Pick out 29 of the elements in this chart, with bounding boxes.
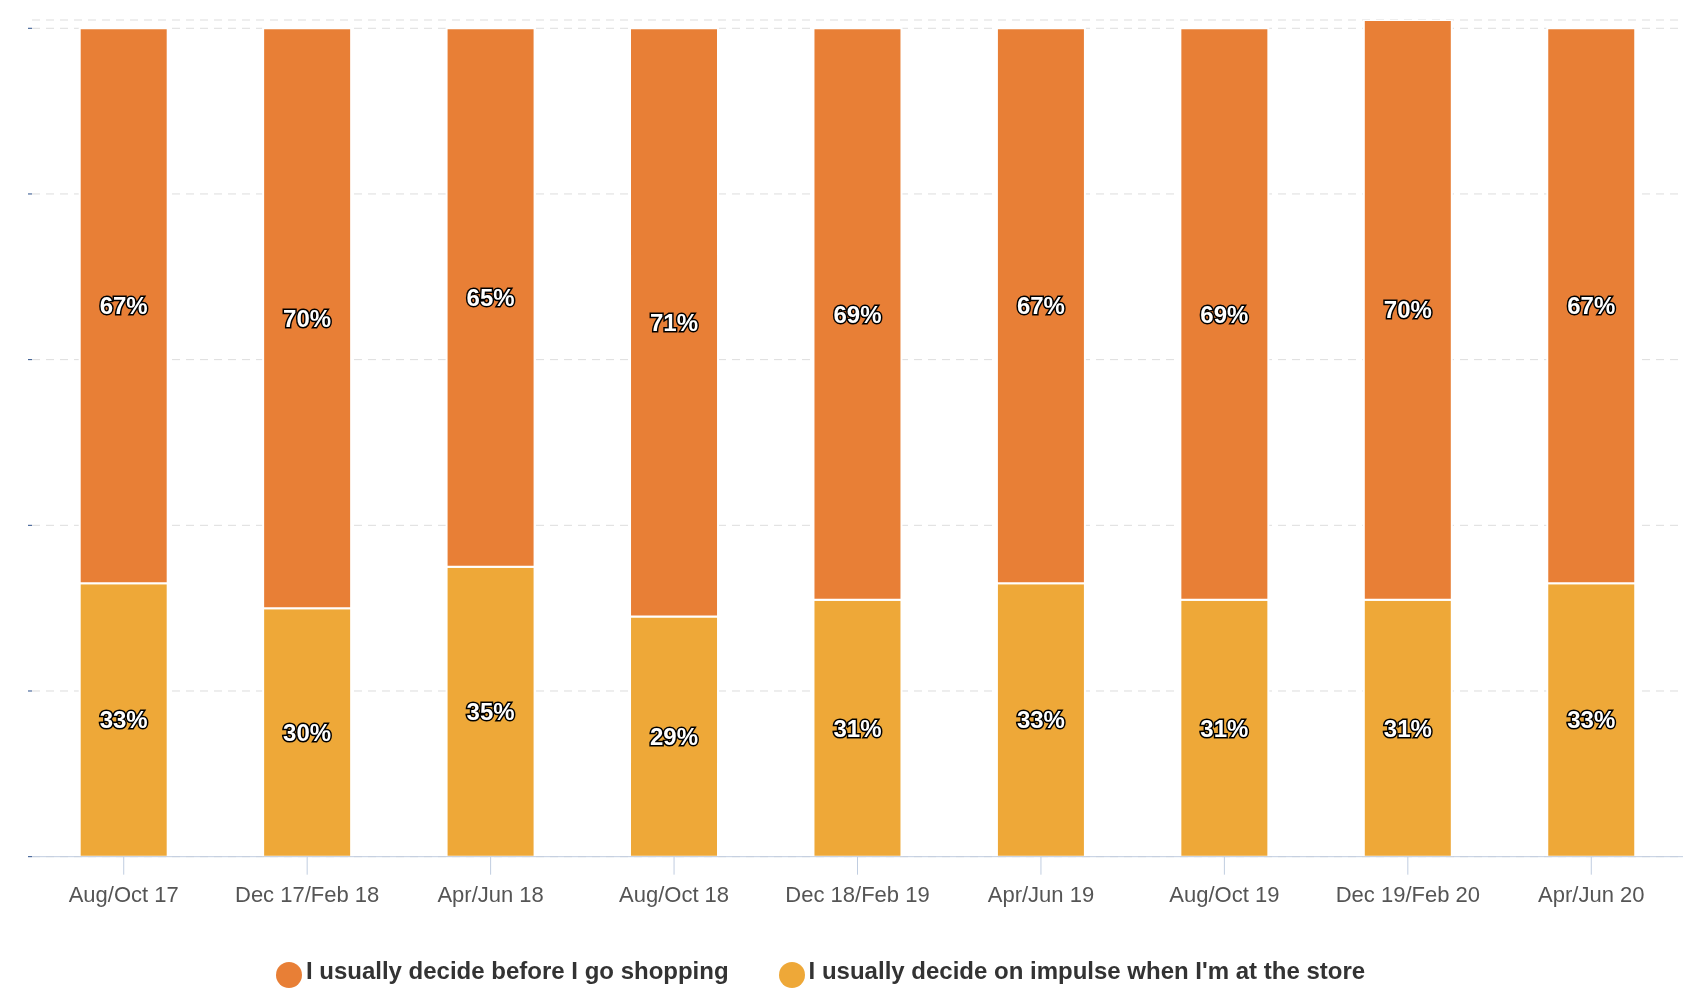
- data-label: 70%: [283, 304, 332, 332]
- legend-label: I usually decide before I go shopping: [305, 956, 729, 984]
- x-tick-label: Apr/Jun 19: [987, 882, 1095, 908]
- data-label: 70%: [1383, 296, 1432, 324]
- x-tick-label: Dec 18/Feb 19: [785, 882, 930, 908]
- x-tick-label: Aug/Oct 17: [68, 882, 179, 908]
- data-label: 65%: [466, 284, 515, 312]
- data-label: 33%: [1567, 706, 1616, 734]
- data-label: 33%: [1016, 706, 1065, 734]
- data-label: 31%: [1200, 714, 1249, 742]
- data-label: 67%: [1016, 292, 1065, 320]
- data-label: 69%: [833, 300, 882, 328]
- x-tick-label: Apr/Jun 20: [1538, 882, 1645, 908]
- data-label: 71%: [650, 308, 699, 336]
- x-tick-label: Aug/Oct 19: [1169, 882, 1280, 908]
- data-label: 35%: [466, 698, 515, 726]
- data-label: 67%: [99, 292, 148, 320]
- x-tick-label: Dec 17/Feb 18: [235, 882, 380, 908]
- x-tick-label: Dec 19/Feb 20: [1335, 882, 1480, 908]
- x-tick-label: Aug/Oct 18: [619, 882, 730, 908]
- data-label: 30%: [283, 718, 332, 746]
- data-label: 31%: [833, 714, 882, 742]
- data-label: 69%: [1200, 300, 1249, 328]
- data-label: 31%: [1383, 714, 1432, 742]
- x-tick-label: Apr/Jun 18: [437, 882, 544, 908]
- data-label: 29%: [650, 723, 699, 751]
- legend-label: I usually decide on impulse when I'm at the store: [808, 956, 1366, 984]
- data-label: 67%: [1567, 292, 1616, 320]
- data-label: 33%: [99, 706, 148, 734]
